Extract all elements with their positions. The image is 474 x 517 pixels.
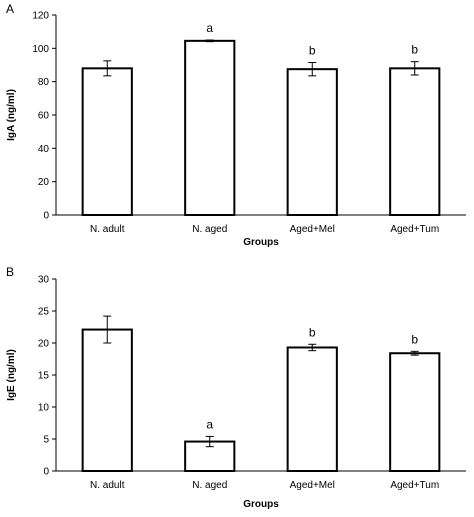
panel-label: A: [6, 2, 14, 16]
x-category-label: Aged+Tum: [390, 224, 439, 235]
bar: [81, 67, 133, 217]
x-axis-title: Groups: [243, 237, 279, 248]
bar: [286, 346, 338, 473]
x-category-label: N. adult: [90, 480, 125, 491]
significance-letter: a: [206, 417, 213, 431]
significance-letter: b: [411, 332, 418, 346]
bar: [389, 352, 441, 472]
panel-label: B: [6, 265, 14, 279]
significance-letter: b: [309, 325, 316, 339]
y-tick-label: 15: [38, 371, 50, 382]
x-category-label: N. adult: [90, 224, 125, 235]
x-category-label: Aged+Tum: [390, 480, 439, 491]
y-tick-label: 0: [43, 211, 49, 222]
bar: [81, 328, 133, 472]
chart-panel-a: A 0 20 40 60 80 100 120 N. adult N. aged a Aged+Mel…: [6, 2, 466, 248]
x-category-label: Aged+Mel: [290, 480, 335, 491]
x-axis-title: Groups: [243, 499, 279, 510]
y-axis-title: IgA (ng/ml): [6, 89, 17, 141]
bar: [286, 68, 338, 216]
y-tick-label: 60: [38, 111, 50, 122]
y-tick-label: 0: [43, 467, 49, 478]
x-category-label: Aged+Mel: [290, 224, 335, 235]
y-tick-label: 40: [38, 144, 50, 155]
y-tick-label: 25: [38, 307, 50, 318]
x-category-label: N. aged: [192, 480, 227, 491]
significance-letter: b: [411, 43, 418, 57]
significance-letter: b: [309, 44, 316, 58]
y-tick-label: 100: [32, 44, 49, 55]
y-tick-label: 120: [32, 11, 49, 22]
bar: [184, 440, 236, 472]
y-tick-label: 80: [38, 77, 50, 88]
significance-letter: a: [206, 21, 213, 35]
bar: [389, 67, 441, 217]
y-tick-label: 5: [43, 435, 49, 446]
bar: [184, 39, 236, 217]
y-tick-label: 10: [38, 403, 50, 414]
chart-panel-b: B 0 5 10 15 20 25 30 N. adult N. aged a Aged+Mel b Ag…: [6, 265, 466, 510]
y-axis-title: IgE (ng/ml): [6, 349, 17, 401]
y-tick-label: 20: [38, 339, 50, 350]
x-category-label: N. aged: [192, 224, 227, 235]
y-tick-label: 30: [38, 275, 50, 286]
y-tick-label: 20: [38, 177, 50, 188]
